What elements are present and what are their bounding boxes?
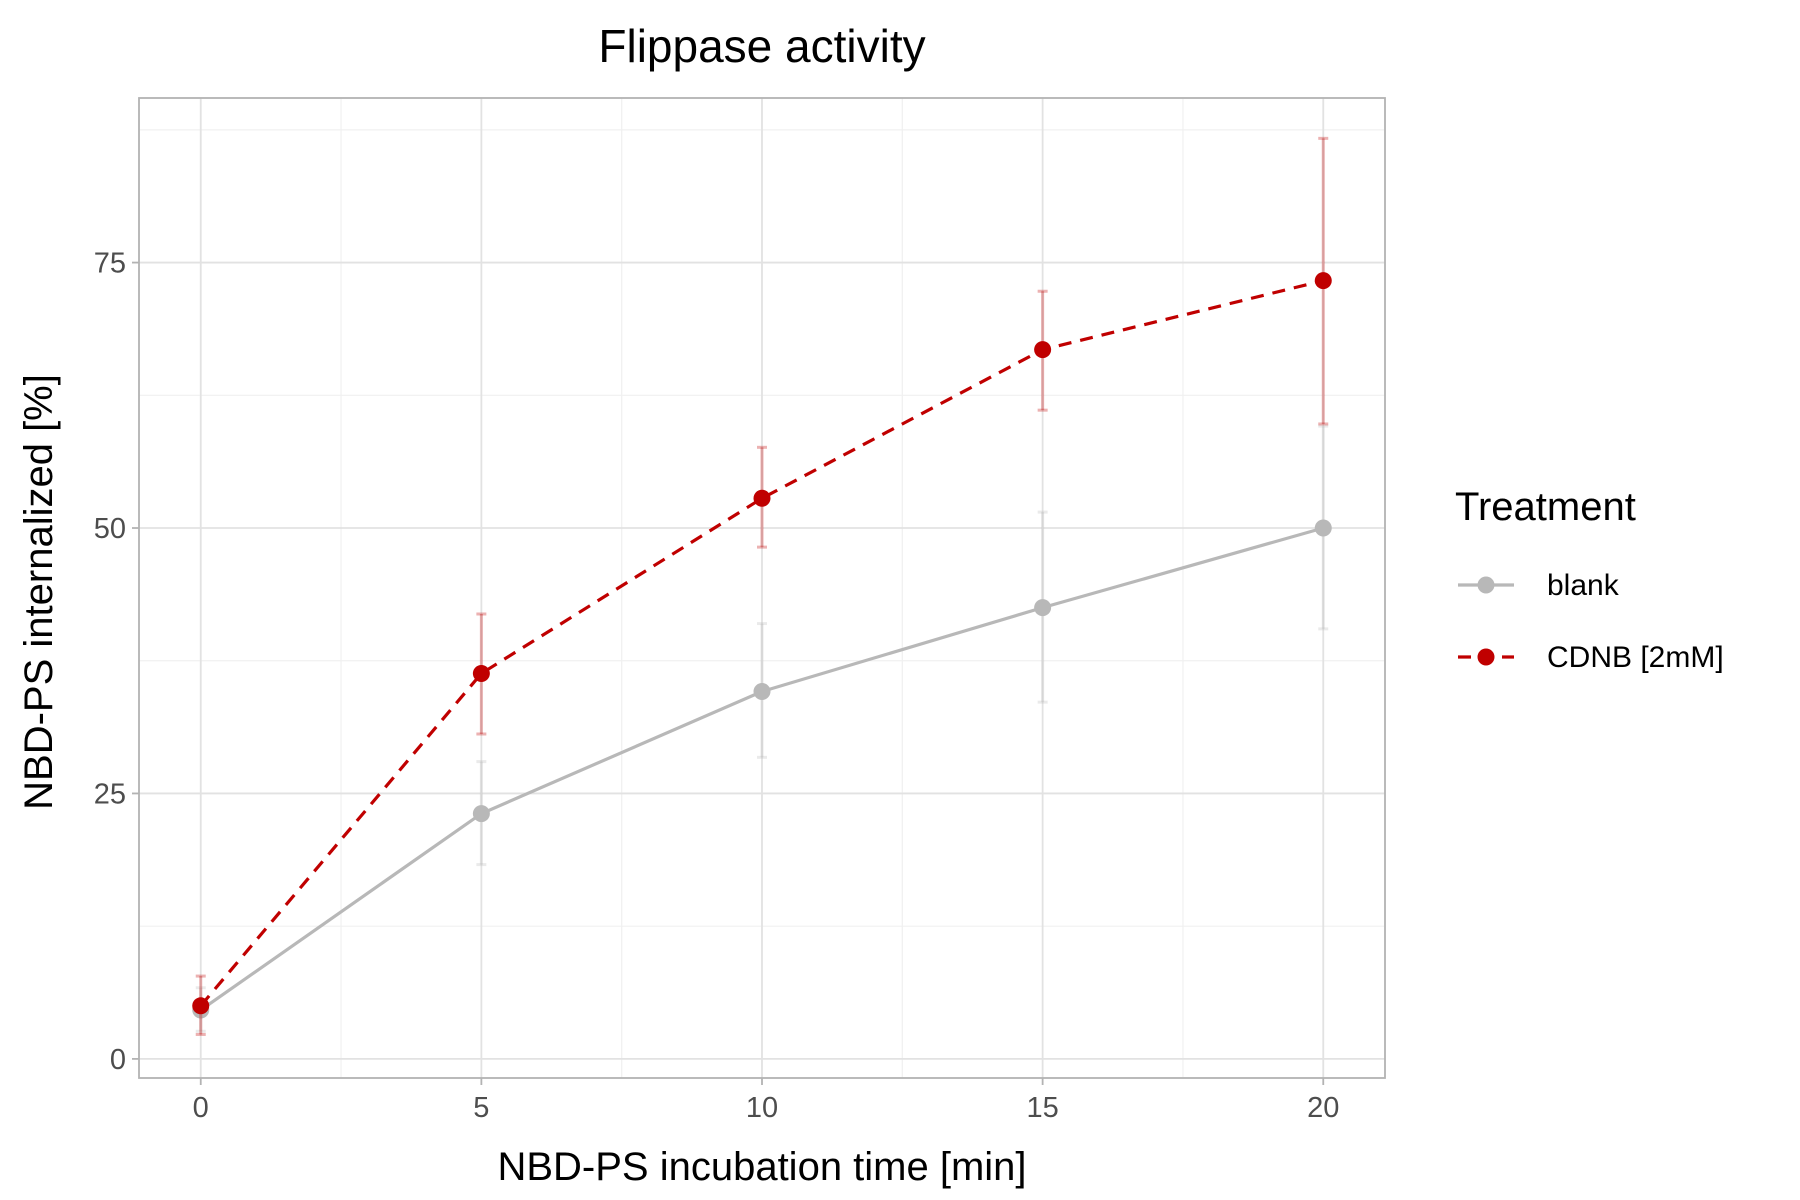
data-point bbox=[1034, 599, 1052, 617]
plot-area: 0 5 10 15 20 0 25 50 75 bbox=[94, 97, 1386, 1124]
chart-title: Flippase activity bbox=[598, 20, 925, 72]
data-point bbox=[472, 664, 490, 682]
data-point bbox=[1034, 341, 1052, 359]
y-tick-label: 50 bbox=[94, 513, 126, 545]
series-0 bbox=[192, 424, 1332, 1033]
legend-label: blank bbox=[1547, 569, 1620, 602]
x-tick-label: 5 bbox=[473, 1092, 489, 1124]
y-tick-label: 0 bbox=[110, 1044, 126, 1076]
x-tick-label: 0 bbox=[193, 1092, 209, 1124]
data-point bbox=[472, 805, 490, 823]
legend-label: CDNB [2mM] bbox=[1547, 641, 1724, 674]
legend: Treatment blank CDNB [2mM] bbox=[1455, 485, 1724, 674]
y-tick-label: 25 bbox=[94, 778, 126, 810]
legend-key-point bbox=[1477, 648, 1495, 666]
x-tick-label: 15 bbox=[1026, 1092, 1058, 1124]
x-tick-label: 20 bbox=[1307, 1092, 1339, 1124]
x-tick-label: 10 bbox=[746, 1092, 778, 1124]
series-1 bbox=[192, 136, 1332, 1036]
data-point bbox=[192, 997, 210, 1015]
legend-item-1: CDNB [2mM] bbox=[1458, 641, 1724, 674]
legend-item-0: blank bbox=[1458, 569, 1620, 602]
data-point bbox=[753, 489, 771, 507]
legend-title: Treatment bbox=[1455, 485, 1636, 529]
data-point bbox=[1314, 519, 1332, 537]
x-axis-title: NBD-PS incubation time [min] bbox=[497, 1145, 1026, 1189]
data-point bbox=[1314, 272, 1332, 290]
series-line bbox=[199, 279, 1324, 1007]
y-axis-title: NBD-PS internalized [%] bbox=[17, 374, 61, 810]
legend-items: blank CDNB [2mM] bbox=[1458, 569, 1724, 674]
y-tick-label: 75 bbox=[94, 248, 126, 280]
legend-key-point bbox=[1477, 576, 1495, 594]
data-point bbox=[753, 683, 771, 701]
